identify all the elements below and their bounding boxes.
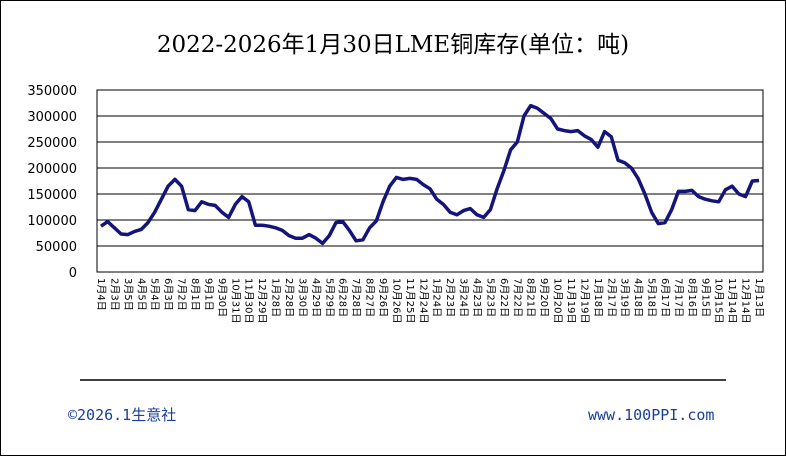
x-tick-label: 10月31日	[229, 278, 241, 323]
x-tick-label: 4月5日	[135, 278, 147, 311]
y-tick-label: 50000	[36, 240, 77, 255]
x-tick-label: 12月29日	[256, 278, 268, 323]
y-tick-label: 150000	[27, 188, 77, 203]
x-tick-label: 7月2日	[176, 278, 188, 311]
x-tick-label: 11月30日	[243, 278, 255, 323]
x-tick-label: 1月4日	[95, 278, 107, 311]
x-tick-label: 12月19日	[578, 278, 590, 323]
y-tick-label: 300000	[27, 110, 77, 125]
x-tick-label: 2月28日	[283, 278, 295, 317]
x-tick-label: 2月17日	[605, 278, 617, 317]
x-tick-label: 3月30日	[296, 278, 308, 317]
x-tick-label: 10月20日	[552, 278, 564, 323]
x-tick-label: 3月24日	[458, 278, 470, 317]
x-tick-label: 11月25日	[404, 278, 416, 323]
x-tick-label: 10月26日	[390, 278, 402, 323]
data-line	[100, 103, 760, 246]
x-tick-label: 9月20日	[538, 278, 550, 317]
y-tick-label: 200000	[27, 162, 77, 177]
x-tick-label: 11月14日	[726, 278, 738, 323]
y-tick-label: 350000	[27, 84, 77, 99]
x-tick-label: 5月23日	[484, 278, 496, 317]
x-tick-label: 12月14日	[740, 278, 752, 323]
x-tick-label: 1月28日	[270, 278, 282, 317]
x-tick-label: 5月4日	[149, 278, 161, 311]
chart-title: 2022-2026年1月30日LME铜库存(单位：吨)	[157, 32, 629, 58]
x-tick-label: 6月22日	[498, 278, 510, 317]
y-tick-label: 0	[69, 266, 77, 281]
x-tick-label: 6月17日	[659, 278, 671, 317]
x-tick-label: 7月28日	[350, 278, 362, 317]
x-tick-label: 3月19日	[619, 278, 631, 317]
x-tick-label: 9月15日	[699, 278, 711, 317]
x-tick-label: 2月23日	[444, 278, 456, 317]
x-tick-label: 8月21日	[525, 278, 537, 317]
x-tick-label: 12月24日	[417, 278, 429, 323]
x-tick-label: 5月29日	[323, 278, 335, 317]
x-tick-label: 2月3日	[108, 278, 120, 311]
x-tick-label: 6月28日	[337, 278, 349, 317]
x-tick-label: 7月17日	[672, 278, 684, 317]
y-tick-label: 250000	[27, 136, 77, 151]
x-tick-label: 7月22日	[511, 278, 523, 317]
x-tick-label: 4月23日	[471, 278, 483, 317]
x-tick-label: 9月1日	[202, 278, 214, 311]
x-tick-label: 4月18日	[632, 278, 644, 317]
x-tick-label: 10月15日	[713, 278, 725, 323]
x-tick-label: 1月13日	[753, 278, 765, 317]
copyright: ©2026.1生意社	[68, 406, 176, 424]
x-tick-label: 8月1日	[189, 278, 201, 311]
site-url: www.100PPI.com	[588, 406, 714, 424]
x-tick-label: 3月5日	[122, 278, 134, 311]
x-tick-label: 1月24日	[431, 278, 443, 317]
x-tick-label: 5月18日	[646, 278, 658, 317]
x-tick-label: 8月27日	[364, 278, 376, 317]
x-tick-label: 11月19日	[565, 278, 577, 323]
x-tick-label: 9月26日	[377, 278, 389, 317]
x-tick-label: 6月3日	[162, 278, 174, 311]
x-tick-label: 1月18日	[592, 278, 604, 317]
x-tick-label: 4月29日	[310, 278, 322, 317]
y-tick-label: 100000	[27, 214, 77, 229]
x-tick-label: 8月16日	[686, 278, 698, 317]
x-tick-label: 9月30日	[216, 278, 228, 317]
